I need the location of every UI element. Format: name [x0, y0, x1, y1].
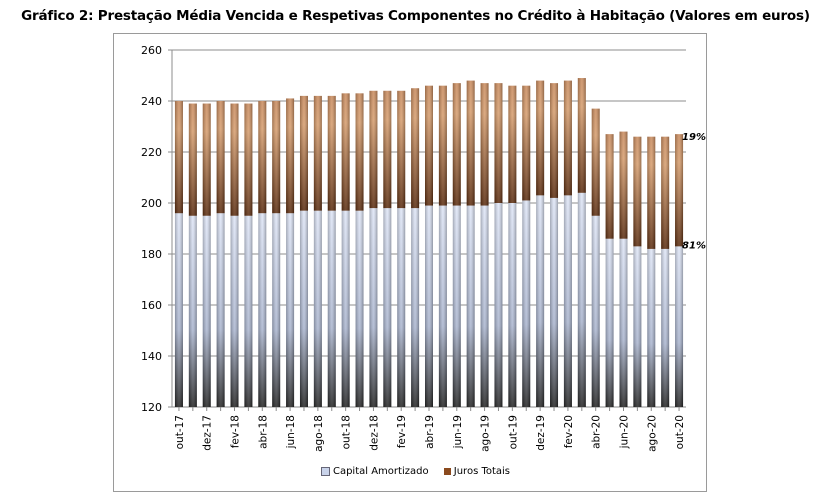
bar-shading [286, 98, 295, 407]
x-tick-label: ago-20 [646, 415, 658, 452]
bar-shading [383, 90, 392, 408]
chart-frame [113, 33, 707, 492]
bar-shading [369, 90, 378, 408]
legend-swatch-capital [320, 466, 330, 476]
x-tick-label: out-20 [674, 415, 686, 449]
bar-shading [522, 85, 531, 407]
bar-shading [494, 83, 503, 408]
x-tick-label: ago-19 [480, 415, 492, 452]
legend-label-capital: Capital Amortizado [332, 466, 429, 477]
y-tick-label: 200 [141, 197, 162, 210]
bar-shading [466, 80, 475, 407]
legend-item-juros: Juros Totais [443, 466, 511, 477]
bar-shading [438, 85, 447, 407]
bar-shading [661, 136, 670, 407]
legend-swatch-juros [443, 467, 451, 475]
y-tick-label: 120 [141, 401, 162, 414]
bar-shading [174, 101, 183, 407]
y-tick-label: 160 [141, 299, 162, 312]
bar-shading [550, 83, 559, 408]
bar-shading [577, 78, 586, 408]
y-tick-label: 220 [141, 146, 162, 159]
x-tick-label: abr-18 [257, 415, 269, 449]
legend: Capital Amortizado Juros Totais [0, 466, 831, 477]
bar-shading [313, 95, 322, 408]
x-tick-label: abr-19 [424, 415, 436, 449]
annotation-juros-share: 19% [682, 132, 706, 143]
annotation-capital-share: 81% [682, 240, 706, 251]
bar-shading [536, 80, 545, 407]
bar-shading [591, 108, 600, 408]
y-tick-label: 240 [141, 95, 162, 108]
chart-title: Gráfico 2: Prestação Média Vencida e Res… [21, 8, 810, 24]
bar-shading [425, 85, 433, 407]
bar-shading [272, 101, 281, 407]
y-tick-label: 180 [141, 248, 162, 261]
bar-shading [299, 95, 308, 408]
bar-shading [619, 131, 628, 407]
bar-shading [202, 103, 211, 408]
x-tick-label: ago-18 [313, 415, 325, 452]
bar-shading [508, 85, 517, 407]
x-tick-label: jun-18 [285, 415, 297, 449]
y-tick-label: 140 [141, 350, 162, 363]
bar-shading [327, 95, 336, 408]
x-tick-label: out-19 [507, 415, 519, 449]
bar-shading [188, 103, 197, 408]
bar-shading [355, 93, 364, 407]
legend-item-capital: Capital Amortizado [320, 466, 429, 477]
x-tick-label: jun-19 [452, 415, 464, 449]
x-tick-label: out-18 [341, 415, 353, 449]
x-tick-label: dez-17 [202, 415, 214, 451]
x-tick-label: fev-18 [230, 415, 242, 448]
x-tick-label: fev-19 [396, 415, 408, 448]
bar-shading [605, 134, 614, 407]
bar-shading [244, 103, 253, 408]
bar-shading [411, 88, 420, 407]
bar-shading [216, 101, 225, 407]
x-tick-label: abr-20 [591, 415, 603, 449]
bar-shading [633, 136, 642, 407]
bar-shading [480, 83, 489, 408]
bar-shading [675, 134, 684, 407]
bar-shading [563, 80, 572, 407]
x-tick-label: fev-20 [563, 415, 575, 448]
bar-shading [397, 90, 406, 408]
y-tick-label: 260 [141, 44, 162, 57]
x-tick-label: dez-19 [535, 415, 547, 451]
x-tick-label: dez-18 [368, 415, 380, 451]
bar-shading [647, 136, 656, 407]
x-tick-label: out-17 [174, 415, 186, 449]
bar-shading [230, 103, 239, 408]
bar-shading [341, 93, 350, 407]
x-tick-label: jun-20 [618, 415, 630, 449]
bar-shading [258, 101, 267, 407]
legend-label-juros: Juros Totais [453, 466, 511, 477]
bar-shading [452, 83, 461, 408]
